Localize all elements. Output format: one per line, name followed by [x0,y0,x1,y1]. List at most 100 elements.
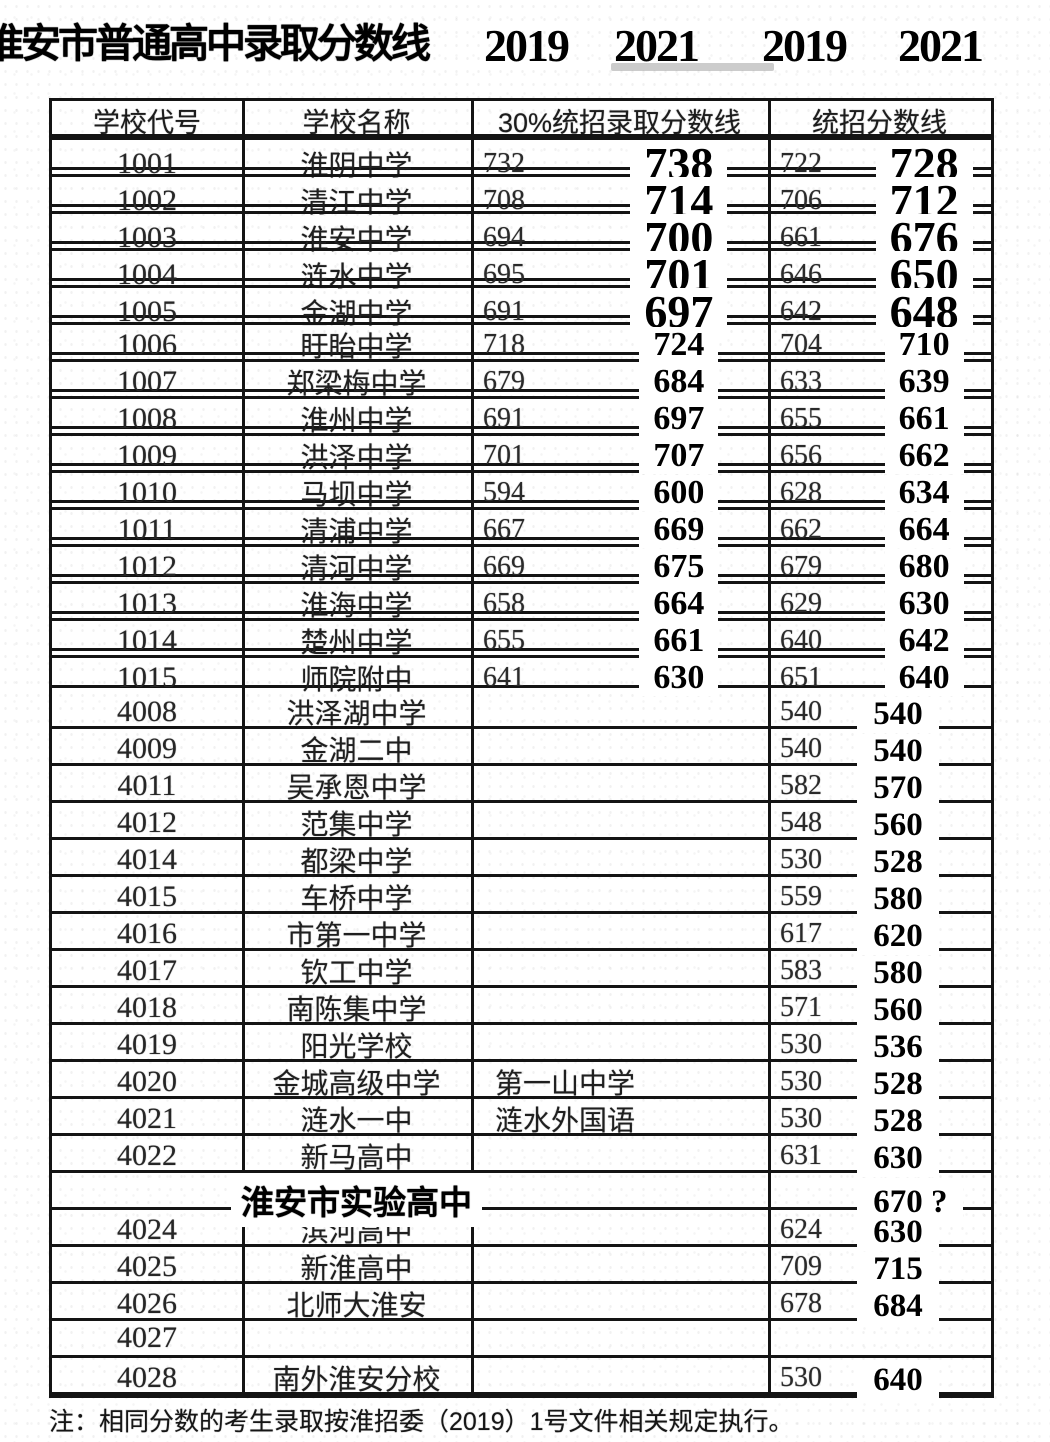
column-divider [242,101,245,1395]
school-name: 车桥中学 [300,883,413,914]
score-unified-2021: 670 ? [857,1185,964,1221]
score-unified-2019: 656 [780,440,822,471]
score-30pct [471,1136,768,1176]
score-unified-2021: 662 [884,437,964,475]
score-unified: 629 630 [768,584,991,624]
table-row: 4028 南外淮安分校 530 640 [52,1358,991,1399]
score-unified-2019: 540 [780,733,822,764]
score-30pct-2021 [590,1231,622,1235]
score-unified: 655 661 [768,399,991,439]
score-30pct-2019: 655 [483,625,525,656]
score-unified-2019: 571 [780,992,822,1023]
score-unified-2021: 715 [857,1252,939,1288]
score-30pct [471,914,768,954]
score-unified-2019: 559 [780,881,822,912]
score-unified-2019: 624 [780,1214,822,1245]
score-unified-2021: 536 [857,1030,939,1066]
score-30pct-2021 [590,972,622,976]
score-30pct-2021: 707 [639,437,719,475]
school-code: 1008 [117,402,177,435]
table-row: 1014 楚州中学 655 661 640 642 [52,618,991,660]
score-unified-2019: 530 [780,1362,822,1393]
score-30pct-2019: 691 [483,403,525,434]
school-name: 市第一中学 [286,920,427,951]
score-unified-2021: 528 [857,1067,939,1103]
school-name-cell: 金湖二中 [242,729,471,769]
school-name-cell: 新马高中 [242,1136,471,1176]
table-row: 4014 都梁中学 530 528 [52,840,991,881]
table-row: 4012 范集中学 548 560 [52,803,991,844]
table-row: 1011 清浦中学 667 669 662 664 [52,507,991,549]
table-row: 4011 吴承恩中学 582 570 [52,766,991,807]
score-30pct-2021 [590,898,622,902]
school-code: 4028 [117,1361,177,1394]
header-unified-line: 统招分数线 [812,108,947,138]
school-name: 都梁中学 [300,846,413,877]
score-unified-2019: 628 [780,477,822,508]
school-code: 4011 [117,769,177,802]
score-unified-2019: 661 [780,221,822,253]
year-label-2021-30pct: 2021 [614,20,700,71]
score-30pct [471,766,768,806]
school-name-cell: 吴承恩中学 [242,766,471,806]
table-row: 淮安市实验高中 670 ? [52,1173,991,1227]
table-row: 4016 市第一中学 617 620 [52,914,991,955]
school-code: 4027 [117,1321,177,1354]
school-name-cell: 金城高级中学 [242,1062,471,1102]
score-30pct: 655 661 [471,621,768,661]
score-unified-2021: 560 [857,808,939,844]
title-text: 淮安市普通高中录取分数线 [0,22,431,66]
school-name-cell: 阳光学校 [242,1025,471,1065]
school-code: 4016 [117,917,177,950]
school-code: 4017 [117,954,177,987]
score-30pct [471,803,768,843]
score-unified-2019: 662 [780,514,822,545]
school-name-cell: 涟水一中 [242,1099,471,1139]
score-unified: 559 580 [768,877,991,918]
table-row: 1002 清江中学 708 714 706 712 [52,174,991,225]
score-unified-2021: 580 [857,882,939,918]
table-row: 4009 金湖二中 540 540 [52,729,991,770]
table-row: 1008 淮州中学 691 697 655 661 [52,396,991,438]
school-code: 1013 [117,587,177,620]
score-30pct-2019: 718 [483,329,525,360]
score-unified: 704 710 [768,325,991,365]
score-unified-2019: 642 [780,295,822,327]
score-unified: 656 662 [768,436,991,476]
score-unified-2021: 634 [884,474,964,512]
school-name: 涟水一中 [300,1105,413,1136]
score-30pct [471,1321,768,1355]
school-code: 4009 [117,732,177,765]
score-30pct [471,1210,768,1250]
school-name-cell: 新淮高中 [242,1247,471,1287]
school-code: 1006 [117,328,177,361]
score-30pct-2021: 724 [639,326,719,364]
school-name: 金城高级中学 [272,1068,441,1099]
school-name: 洪泽湖中学 [286,698,427,729]
table-row: 4026 北师大淮安 678 684 [52,1284,991,1325]
score-unified: 530 528 [768,1099,991,1140]
score-unified-2021: 639 [884,363,964,401]
score-unified-2021: 630 [857,1215,939,1251]
school-name: 南陈集中学 [286,994,427,1025]
score-unified-2021: 661 [884,400,964,438]
score-unified-2021: 620 [857,919,939,955]
score-unified-2021: 630 [857,1141,939,1177]
score-30pct [471,729,768,769]
school-name-cell: 范集中学 [242,803,471,843]
score-30pct-2021: 669 [639,511,719,549]
score-unified-2019: 646 [780,258,822,290]
score-30pct [471,877,768,917]
score-unified-2021: 580 [857,956,939,992]
table-row: 1010 马坝中学 594 600 628 634 [52,470,991,512]
score-unified-2021: 680 [884,548,964,586]
footnote: 注：相同分数的考生录取按淮招委（2019）1号文件相关规定执行。 [49,1408,794,1436]
score-unified-2019: 583 [780,955,822,986]
score-30pct: 第一山中学 [471,1062,768,1102]
score-30pct: 718 724 [471,325,768,365]
school-name-cell: 车桥中学 [242,877,471,917]
score-unified-2019: 582 [780,770,822,801]
score-unified-2021: 540 [857,697,939,733]
score-unified: 624 630 [768,1210,991,1251]
score-30pct [471,1358,768,1398]
